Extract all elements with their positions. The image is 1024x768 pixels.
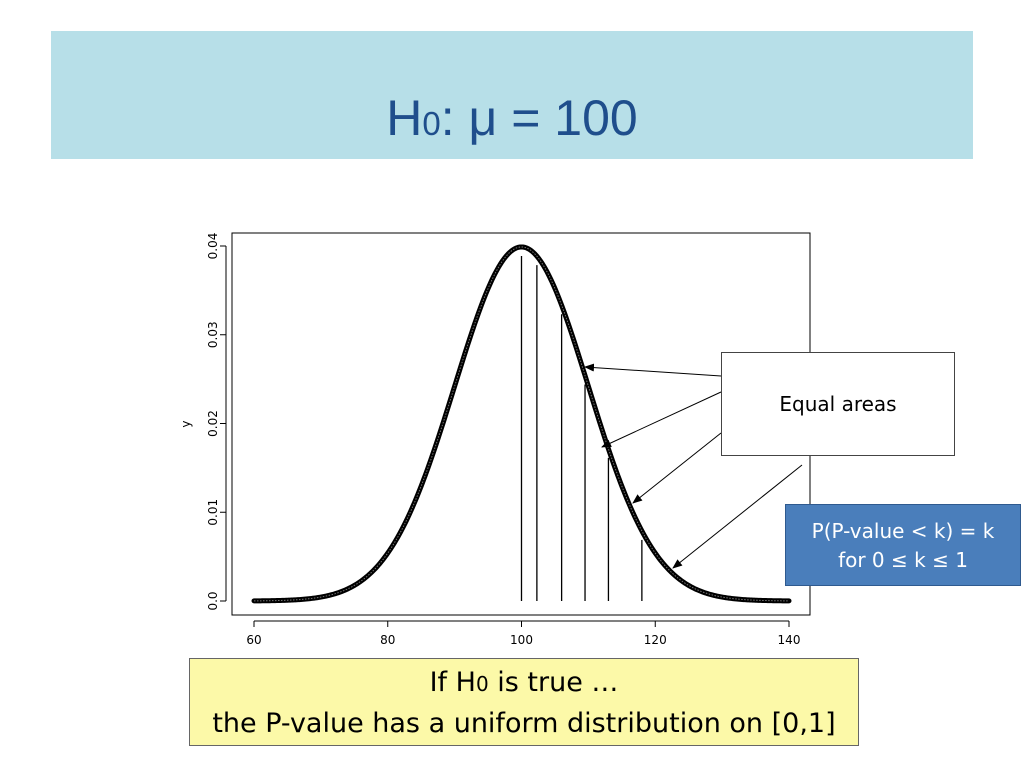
slide-title: H0: μ = 100 (51, 93, 973, 143)
note-line1: If H0 is true … (190, 663, 858, 704)
annotation-arrow (672, 464, 803, 569)
y-tick-label: 0.03 (206, 321, 220, 348)
annotation-arrow (584, 363, 722, 377)
note-subscript: 0 (475, 672, 489, 696)
x-tick-label: 140 (778, 633, 801, 647)
title-h: H (386, 90, 423, 146)
title-rest: : μ = 100 (440, 90, 638, 146)
x-tick-label: 60 (246, 633, 261, 647)
callout-text: Equal areas (779, 392, 897, 416)
x-tick-label: 100 (510, 633, 533, 647)
note-rest: is true … (488, 667, 619, 698)
x-tick-label: 80 (380, 633, 395, 647)
note-line2: the P-value has a uniform distribution o… (212, 708, 836, 739)
pbox-line2: for 0 ≤ k ≤ 1 (838, 548, 968, 572)
equal-areas-callout: Equal areas (721, 352, 955, 456)
y-tick-label: 0.04 (206, 233, 220, 260)
x-tick-label: 120 (644, 633, 667, 647)
title-subscript: 0 (422, 105, 441, 142)
y-axis-label: y (179, 420, 193, 427)
pbox-line1: P(P-value < k) = k (811, 519, 995, 543)
title-bar: H0: μ = 100 (51, 31, 973, 159)
conclusion-note: If H0 is true … the P-value has a unifor… (189, 658, 859, 746)
p-value-uniform-box: P(P-value < k) = k for 0 ≤ k ≤ 1 (785, 504, 1021, 586)
y-tick-label: 0.02 (206, 410, 220, 437)
y-tick-label: 0.0 (206, 591, 220, 610)
y-tick-label: 0.01 (206, 499, 220, 526)
annotation-arrow (632, 432, 722, 504)
note-h: If H (429, 667, 476, 698)
density-curve-texture (253, 246, 790, 602)
annotation-arrow (601, 391, 722, 448)
